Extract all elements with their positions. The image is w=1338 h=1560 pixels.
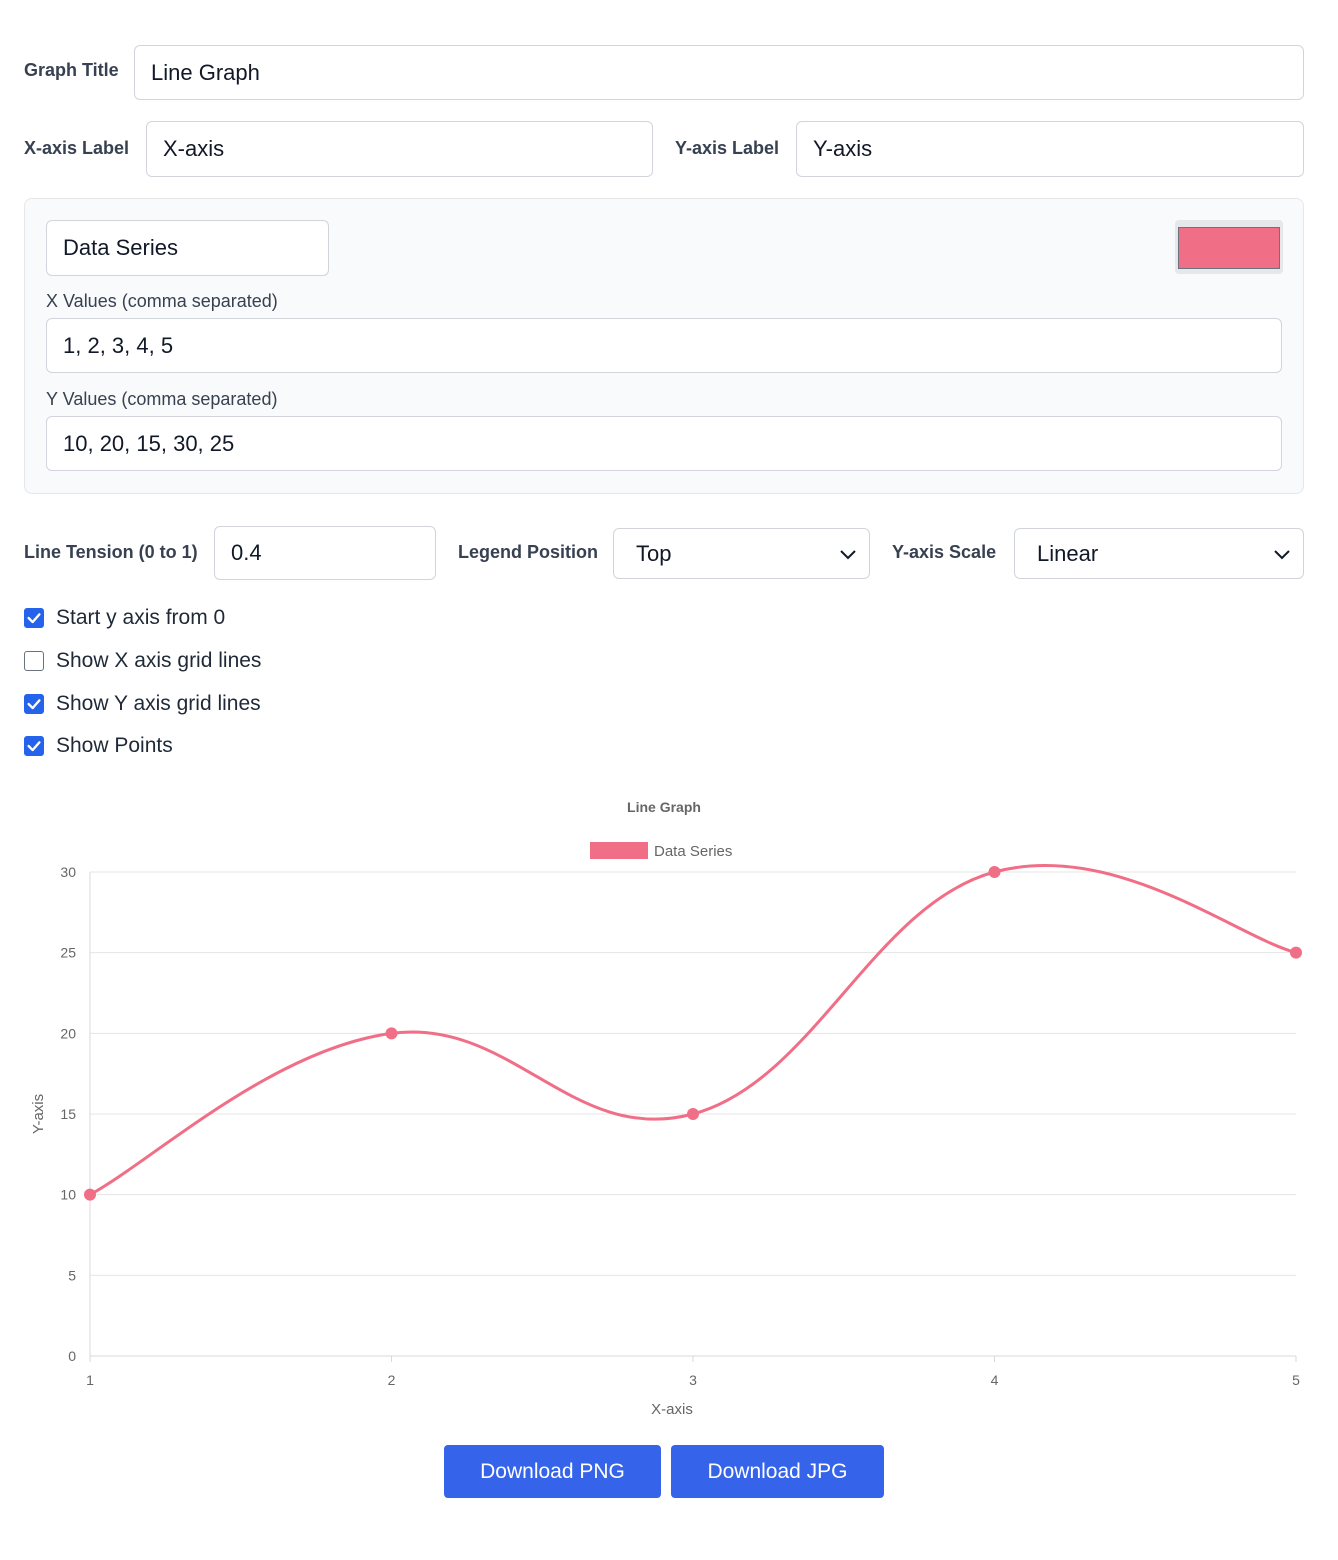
- series-line: [89, 864, 1297, 1196]
- y-values-input[interactable]: [46, 416, 1282, 471]
- data-point: [687, 1108, 699, 1120]
- y-tick-label: 10: [60, 1187, 76, 1203]
- check-icon: [27, 741, 41, 752]
- series-name-input[interactable]: [46, 220, 329, 276]
- checkbox-label: Start y axis from 0: [56, 606, 226, 629]
- data-point: [1290, 946, 1302, 959]
- series-color-picker[interactable]: [1175, 220, 1283, 274]
- checkbox-label: Show X axis grid lines: [56, 649, 262, 672]
- x-tick-label: 2: [388, 1372, 396, 1388]
- legend-position-value: Top: [636, 540, 672, 566]
- x-tick-label: 1: [86, 1372, 94, 1388]
- chevron-down-icon: [840, 549, 856, 559]
- legend-position-select[interactable]: Top: [613, 528, 870, 579]
- download-png-button[interactable]: Download PNG: [444, 1445, 661, 1498]
- check-icon: [27, 699, 41, 710]
- legend-position-label: Legend Position: [458, 542, 599, 562]
- y-tick-label: 0: [68, 1348, 76, 1364]
- legend-swatch: [590, 842, 648, 859]
- x-tick-label: 5: [1292, 1372, 1300, 1388]
- checkbox-show-points[interactable]: Show Points: [24, 731, 173, 761]
- x-tick-label: 3: [689, 1372, 697, 1388]
- y-tick-label: 25: [60, 945, 76, 961]
- chart-title: Line Graph: [627, 799, 701, 815]
- x-axis-label-input[interactable]: [146, 121, 653, 177]
- chevron-down-icon: [1274, 549, 1290, 559]
- y-tick-label: 5: [68, 1267, 76, 1283]
- checkbox-box[interactable]: [24, 651, 44, 671]
- data-point: [84, 1188, 96, 1201]
- graph-title-label: Graph Title: [24, 60, 119, 80]
- download-jpg-button[interactable]: Download JPG: [671, 1445, 884, 1498]
- checkbox-box[interactable]: [24, 608, 44, 628]
- y-values-label: Y Values (comma separated): [46, 389, 278, 409]
- checkbox-label: Show Y axis grid lines: [56, 692, 261, 715]
- y-tick-label: 15: [60, 1106, 76, 1122]
- y-axis-label-label: Y-axis Label: [675, 138, 780, 158]
- y-axis-label-input[interactable]: [796, 121, 1304, 177]
- checkbox-label: Show Points: [56, 734, 173, 757]
- x-axis-title: X-axis: [651, 1401, 693, 1418]
- y-axis-title: Y-axis: [30, 1094, 47, 1134]
- check-icon: [27, 613, 41, 624]
- data-point: [988, 866, 1001, 878]
- line-chart: Line Graph Data Series 0 5 10 15 20 25 30 1 2 3 4 5…: [30, 799, 1302, 1418]
- line-tension-input[interactable]: [214, 526, 436, 580]
- checkbox-show-x-grid[interactable]: Show X axis grid lines: [24, 646, 261, 676]
- x-axis-label-label: X-axis Label: [24, 138, 130, 158]
- graph-title-input[interactable]: [134, 45, 1304, 100]
- checkbox-show-y-grid[interactable]: Show Y axis grid lines: [24, 689, 261, 719]
- data-point: [385, 1027, 398, 1040]
- checkbox-start-y-zero[interactable]: Start y axis from 0: [24, 603, 225, 633]
- y-axis-scale-label: Y-axis Scale: [892, 542, 997, 562]
- checkbox-box[interactable]: [24, 736, 44, 756]
- legend-label: Data Series: [654, 843, 732, 860]
- x-values-input[interactable]: [46, 318, 1282, 373]
- checkbox-box[interactable]: [24, 694, 44, 714]
- series-color-swatch: [1178, 227, 1280, 269]
- y-axis-scale-select[interactable]: Linear: [1014, 528, 1304, 579]
- line-tension-label: Line Tension (0 to 1): [24, 542, 198, 562]
- x-tick-label: 4: [991, 1372, 999, 1388]
- y-axis-scale-value: Linear: [1037, 540, 1099, 566]
- y-tick-label: 30: [60, 864, 76, 880]
- y-tick-label: 20: [60, 1025, 76, 1041]
- x-values-label: X Values (comma separated): [46, 291, 278, 311]
